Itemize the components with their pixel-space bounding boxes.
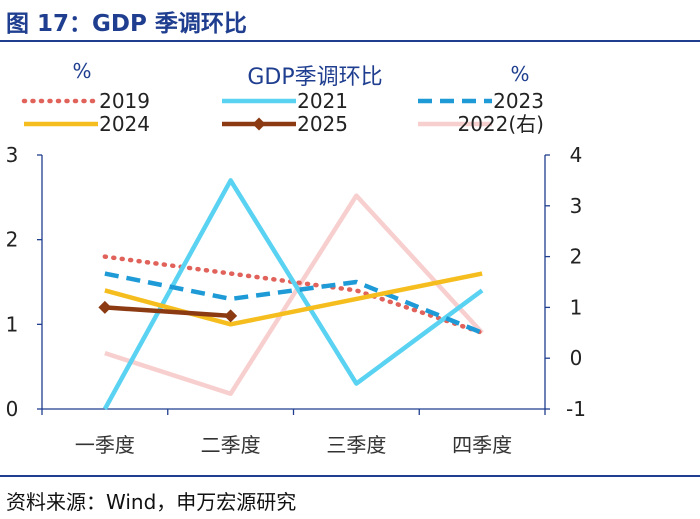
chart-title: GDP季调环比 (247, 65, 382, 90)
x-tick-label: 二季度 (201, 433, 261, 457)
title-divider (0, 40, 700, 42)
left-tick-label: 2 (6, 228, 19, 252)
right-tick-label: 0 (570, 346, 583, 370)
x-tick-label: 四季度 (452, 433, 512, 457)
left-tick-label: 0 (6, 397, 19, 421)
legend-label: 2022(右) (457, 112, 544, 136)
legend-item-2025: 2025 (222, 112, 348, 136)
plot-area (98, 178, 485, 411)
series-line-2022 (104, 193, 484, 397)
legend-label: 2023 (493, 89, 544, 113)
legend-label: 2021 (297, 89, 348, 113)
legend-label: 2025 (297, 112, 348, 136)
right-tick-label: 4 (570, 143, 583, 167)
series-line-2021 (102, 178, 484, 411)
legend-item-2022: 2022(右) (418, 112, 544, 136)
legend-item-2019: 2019 (21, 89, 150, 113)
series-line-2025 (104, 305, 231, 319)
right-tick-label: 3 (570, 194, 583, 218)
right-tick-label: 2 (570, 245, 583, 269)
series-marker-2025 (224, 309, 238, 323)
right-tick-label: 1 (570, 295, 583, 319)
chart-axes: 0 1 2 3 -1 0 1 2 3 4 一季度 二季度 三季度 四季度 (6, 143, 586, 457)
right-axis-unit: % (510, 62, 529, 86)
legend-item-2021: 2021 (222, 89, 348, 113)
x-tick-label: 三季度 (326, 433, 386, 457)
x-tick-label: 一季度 (75, 433, 135, 457)
left-tick-label: 1 (6, 312, 19, 336)
series-line-2024 (104, 271, 483, 327)
chart-legend: 2019 2021 2023 2024 2025 2022(右) (21, 89, 544, 136)
legend-marker (252, 117, 266, 131)
footer-divider (0, 475, 700, 477)
series-marker-2025 (98, 300, 112, 314)
left-axis-unit: % (72, 59, 91, 83)
left-tick-label: 3 (6, 143, 19, 167)
legend-item-2024: 2024 (24, 112, 150, 136)
source-note: 资料来源：Wind，申万宏源研究 (6, 490, 297, 514)
legend-label: 2019 (99, 89, 150, 113)
legend-item-2023: 2023 (418, 89, 544, 113)
legend-label: 2024 (99, 112, 150, 136)
figure-title: 图 17：GDP 季调环比 (6, 11, 247, 37)
right-tick-label: -1 (566, 397, 586, 421)
